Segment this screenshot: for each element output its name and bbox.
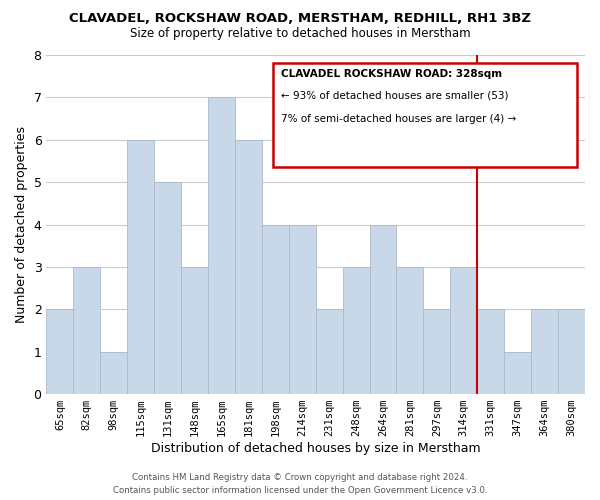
Text: CLAVADEL, ROCKSHAW ROAD, MERSTHAM, REDHILL, RH1 3BZ: CLAVADEL, ROCKSHAW ROAD, MERSTHAM, REDHI… <box>69 12 531 26</box>
Bar <box>100 352 127 394</box>
Bar <box>127 140 154 394</box>
Text: CLAVADEL ROCKSHAW ROAD: 328sqm: CLAVADEL ROCKSHAW ROAD: 328sqm <box>281 68 502 78</box>
Text: ← 93% of detached houses are smaller (53): ← 93% of detached houses are smaller (53… <box>281 90 508 101</box>
Y-axis label: Number of detached properties: Number of detached properties <box>15 126 28 323</box>
Bar <box>181 267 208 394</box>
Bar <box>289 224 316 394</box>
Text: 7% of semi-detached houses are larger (4) →: 7% of semi-detached houses are larger (4… <box>281 114 516 124</box>
Bar <box>451 267 477 394</box>
Text: Contains HM Land Registry data © Crown copyright and database right 2024.
Contai: Contains HM Land Registry data © Crown c… <box>113 473 487 495</box>
Bar <box>46 310 73 394</box>
Bar <box>154 182 181 394</box>
Bar <box>73 267 100 394</box>
Bar <box>397 267 424 394</box>
Bar <box>370 224 397 394</box>
X-axis label: Distribution of detached houses by size in Merstham: Distribution of detached houses by size … <box>151 442 481 455</box>
Bar <box>343 267 370 394</box>
Bar <box>316 310 343 394</box>
Bar <box>262 224 289 394</box>
Text: Size of property relative to detached houses in Merstham: Size of property relative to detached ho… <box>130 28 470 40</box>
Bar <box>531 310 558 394</box>
Bar <box>504 352 531 394</box>
Bar <box>558 310 585 394</box>
Bar <box>477 310 504 394</box>
Bar <box>424 310 451 394</box>
FancyBboxPatch shape <box>272 64 577 167</box>
Bar <box>208 98 235 394</box>
Bar <box>235 140 262 394</box>
